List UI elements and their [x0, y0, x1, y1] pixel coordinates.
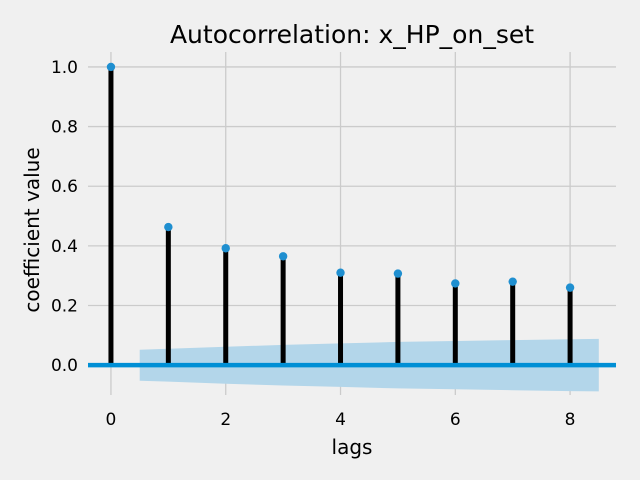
marker-lag-7 — [508, 277, 517, 286]
marker-lag-5 — [393, 269, 403, 278]
x-tick-label-2: 2 — [220, 410, 231, 430]
y-tick-label-1.0: 1.0 — [51, 58, 78, 78]
marker-lag-8 — [565, 283, 575, 292]
markers — [106, 62, 575, 292]
y-axis-label: coefficient value — [20, 147, 44, 312]
marker-lag-1 — [164, 222, 173, 232]
marker-lag-3 — [278, 252, 288, 261]
marker-lag-4 — [336, 268, 345, 277]
x-axis-label: lags — [332, 435, 373, 459]
y-tick-label-0.4: 0.4 — [51, 237, 78, 257]
y-tick-label-0.0: 0.0 — [51, 356, 78, 376]
x-tick-label-0: 0 — [106, 410, 117, 430]
x-tick-labels: 0 2 4 6 8 — [106, 410, 576, 430]
y-tick-label-0.2: 0.2 — [51, 297, 78, 317]
stems — [108, 66, 573, 366]
y-tick-label-0.6: 0.6 — [51, 177, 78, 197]
marker-lag-2 — [221, 244, 230, 253]
y-tick-labels: 0.0 0.2 0.4 0.6 0.8 1.0 — [51, 58, 78, 376]
x-tick-label-8: 8 — [565, 410, 576, 430]
x-tick-label-4: 4 — [335, 410, 346, 430]
marker-lag-6 — [451, 279, 460, 288]
y-tick-label-0.8: 0.8 — [51, 118, 78, 138]
x-tick-label-6: 6 — [450, 410, 461, 430]
chart-title: Autocorrelation: x_HP_on_set — [170, 20, 534, 49]
marker-lag-0 — [106, 62, 116, 72]
